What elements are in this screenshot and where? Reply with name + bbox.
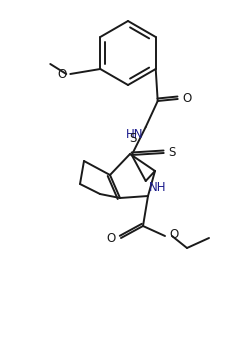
Text: HN: HN — [126, 128, 144, 141]
Text: S: S — [169, 146, 176, 160]
Text: O: O — [183, 93, 192, 105]
Text: O: O — [169, 228, 178, 241]
Text: S: S — [129, 132, 137, 145]
Text: NH: NH — [149, 181, 166, 194]
Text: O: O — [107, 232, 116, 244]
Text: O: O — [57, 67, 66, 80]
